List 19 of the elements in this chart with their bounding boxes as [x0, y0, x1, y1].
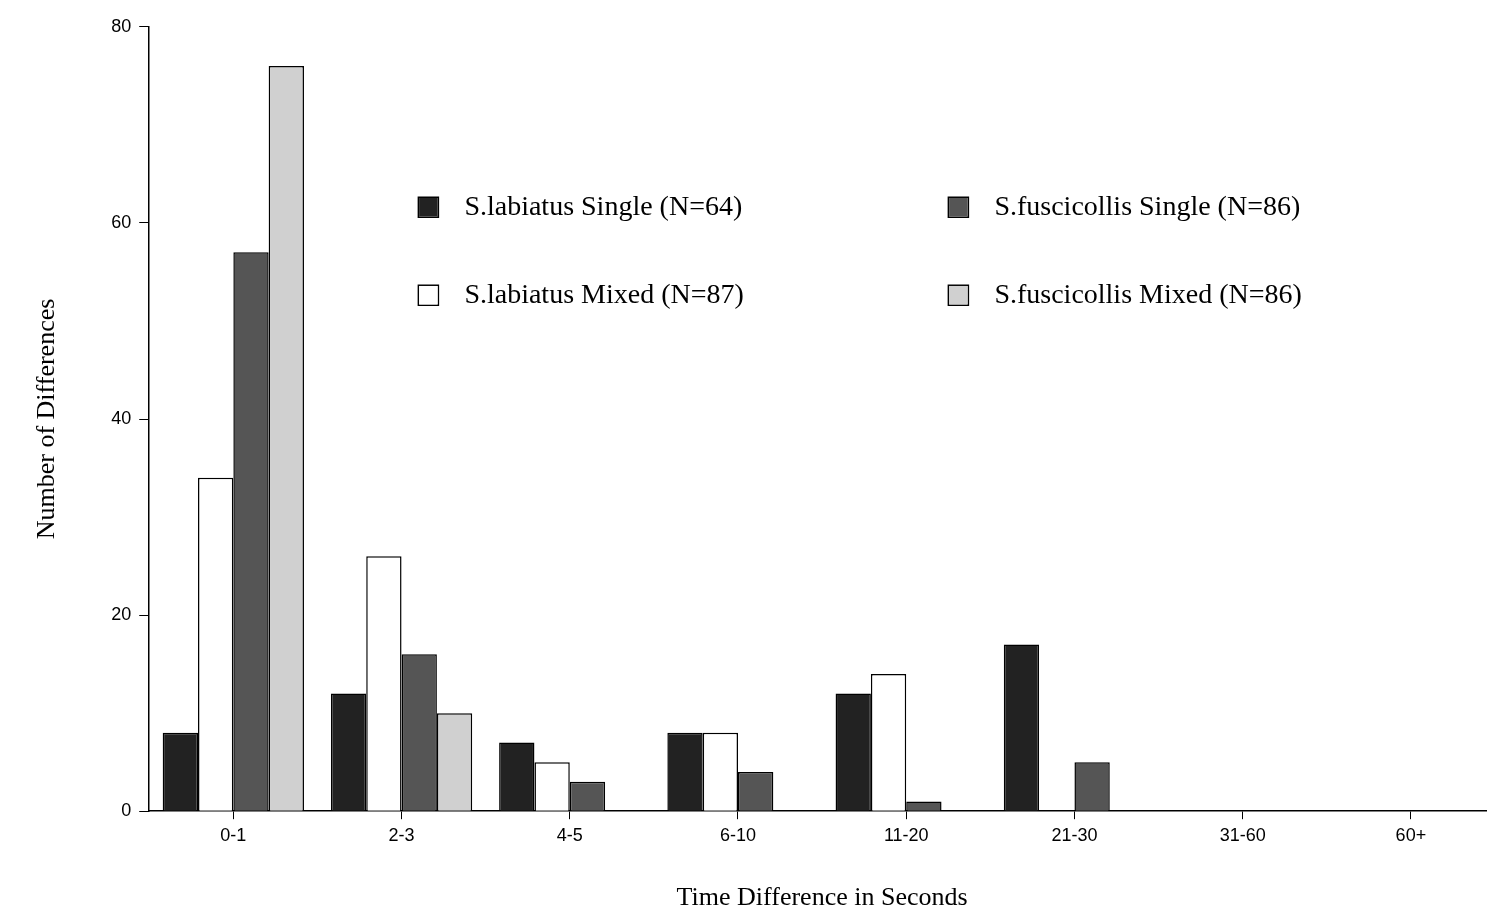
y-tick-label: 80 — [111, 15, 132, 36]
y-tick-label: 60 — [111, 211, 132, 232]
x-tick-label: 60+ — [1395, 824, 1427, 845]
x-tick-label: 21-30 — [1051, 824, 1098, 845]
y-tick-label: 20 — [111, 604, 132, 625]
legend-label: S.fuscicollis Mixed (N=86) — [994, 277, 1302, 309]
x-axis-title: Time Difference in Seconds — [676, 882, 968, 912]
x-tick-label: 11-20 — [883, 824, 929, 845]
y-axis-title: Number of Differences — [31, 298, 61, 540]
x-tick-label: 31-60 — [1219, 824, 1266, 845]
x-tick-label: 0-1 — [220, 824, 247, 845]
x-tick-label: 4-5 — [556, 824, 583, 845]
legend-label: S.fuscicollis Single (N=86) — [994, 189, 1301, 221]
x-tick-label: 2-3 — [388, 824, 415, 845]
y-tick-label: 0 — [121, 800, 132, 821]
x-tick-label: 6-10 — [719, 824, 757, 845]
legend-label: S.labiatus Single (N=64) — [464, 189, 743, 221]
legend-label: S.labiatus Mixed (N=87) — [464, 277, 744, 309]
y-tick-label: 40 — [111, 407, 132, 428]
